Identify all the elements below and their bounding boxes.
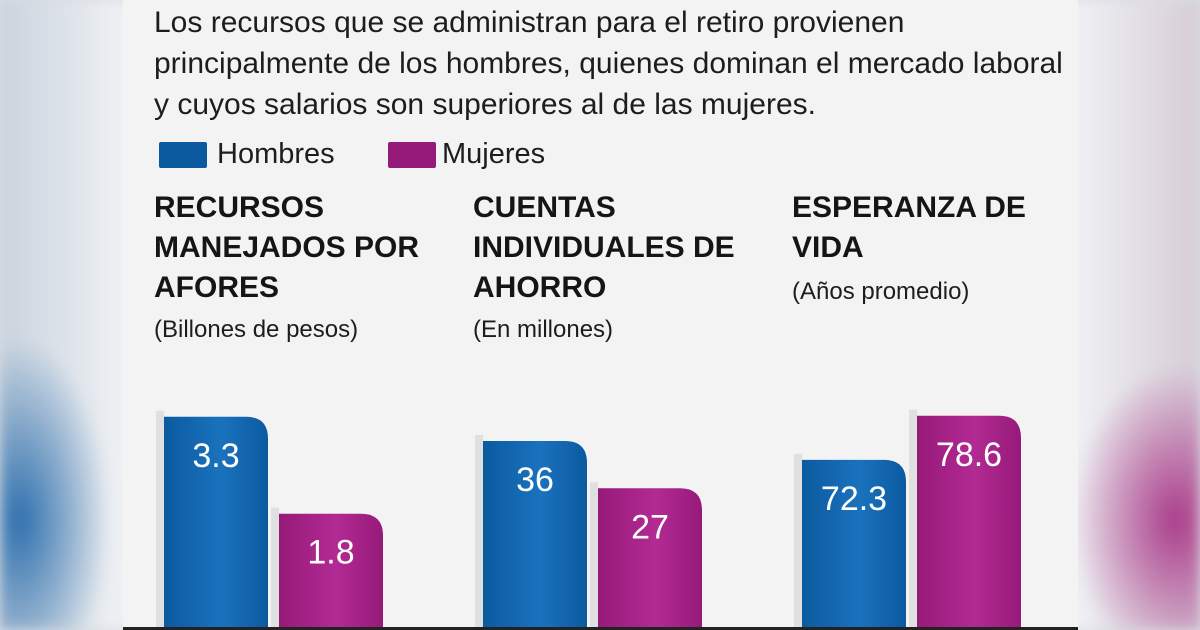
chart-recursos-svg: 3.3 1.8	[156, 410, 383, 630]
panel-title-recursos: RECURSOS MANEJADOS POR AFORES	[154, 191, 420, 304]
bar-esperanza-mujeres	[917, 415, 1021, 630]
bottom-rule	[123, 627, 1078, 630]
bar-label-esperanza-hombres: 72.3	[821, 480, 887, 518]
panel-title-cuentas: CUENTAS INDIVIDUALES DE AHORRO	[473, 191, 735, 304]
panel-unit-cuentas: (En millones)	[473, 316, 614, 343]
bar-shadow-recursos-hombres	[156, 410, 164, 630]
panel-unit-recursos: (Billones de pesos)	[154, 316, 359, 343]
bar-esperanza-hombres	[802, 459, 906, 630]
bar-shadow-cuentas-hombres	[475, 435, 483, 630]
bar-shadow-esperanza-mujeres	[909, 409, 917, 630]
bar-shadow-cuentas-mujeres	[590, 482, 598, 630]
bar-shadow-esperanza-hombres	[794, 453, 802, 630]
bar-label-esperanza-mujeres: 78.6	[936, 436, 1002, 474]
bar-label-recursos-mujeres: 1.8	[307, 534, 354, 572]
bar-label-recursos-hombres: 3.3	[192, 437, 239, 475]
bar-cuentas-hombres	[483, 441, 587, 630]
legend-swatch-hombres	[159, 141, 207, 168]
bar-label-cuentas-mujeres: 27	[631, 508, 669, 546]
legend-label-hombres: Hombres	[217, 138, 335, 170]
legend-swatch-mujeres	[388, 141, 436, 168]
legend-item-mujeres: Mujeres	[388, 138, 545, 171]
bar-recursos-mujeres	[279, 513, 383, 630]
panel-title-esperanza: ESPERANZA DE VIDA	[792, 191, 1026, 264]
bar-shadow-recursos-mujeres	[271, 507, 279, 630]
infographic-card: Los recursos que se administran para el …	[123, 0, 1078, 630]
bar-label-cuentas-hombres: 36	[516, 461, 554, 499]
panel-unit-esperanza: (Años promedio)	[792, 278, 970, 305]
panel-cuentas: 36 27 CUENTAS INDIVIDUALES DE AHORRO (En …	[473, 188, 773, 630]
chart-cuentas-svg: 36 27	[475, 435, 702, 630]
legend-item-hombres: Hombres	[159, 138, 335, 171]
bar-recursos-hombres	[164, 416, 268, 630]
panel-recursos: 3.3 1.8 RECURSOS MANEJADOS POR AFORES (Bi…	[154, 188, 454, 630]
panel-esperanza: 72.3 78.6 ESPERANZA DE VIDA (Años promedi…	[792, 188, 1078, 630]
intro-text: Los recursos que se administran para el …	[154, 6, 1063, 121]
bar-cuentas-mujeres	[598, 488, 702, 630]
legend-label-mujeres: Mujeres	[442, 138, 546, 170]
chart-esperanza-svg: 72.3 78.6	[794, 409, 1021, 630]
